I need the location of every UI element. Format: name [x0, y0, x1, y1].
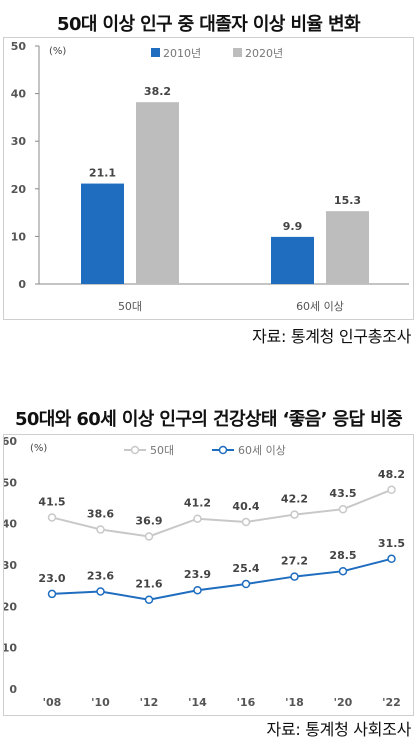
- x-tick-label: '22: [382, 696, 401, 709]
- data-label: 42.2: [281, 493, 308, 506]
- data-label: 43.5: [329, 487, 356, 500]
- chart2-source: 자료: 통계청 사회조사: [266, 720, 412, 739]
- chart1-source: 자료: 통계청 인구총조사: [252, 327, 411, 346]
- x-tick-label: '16: [237, 696, 256, 709]
- data-label: 28.5: [329, 549, 356, 562]
- chart1-bar-chart: 0 10 20 30 40 50 (%) 2010년 2020년 21.1 38.2 50대 9.9 15…: [11, 40, 409, 313]
- y-tick-label: 50: [4, 476, 17, 489]
- data-label: 38.2: [144, 85, 171, 98]
- data-point: [47, 513, 57, 522]
- data-point: [193, 585, 202, 595]
- x-tick-label: '20: [334, 696, 353, 709]
- x-tick-label: '18: [285, 696, 304, 709]
- x-tick-label: '10: [91, 696, 110, 709]
- series-line: [51, 557, 392, 601]
- data-label: 40.4: [232, 500, 259, 513]
- y-tick-label: 30: [4, 559, 17, 572]
- bar: [81, 183, 124, 284]
- data-point: [241, 579, 251, 589]
- data-label: 38.6: [87, 507, 114, 520]
- chart2-title: 50대와 60세 이상 인구의 건강상태 ‘좋음’ 응답 비중: [14, 409, 403, 430]
- chart1-title: 50대 이상 인구 중 대졸자 이상 비율 변화: [57, 14, 361, 35]
- data-point: [290, 510, 299, 519]
- unit-label: (%): [30, 443, 47, 454]
- y-tick-label: 30: [11, 135, 27, 148]
- chart2-line-chart: 0 10 20 30 40 50 60 (%) '08 '10 '12 '14 '16 '18 '20 '22…: [2, 435, 405, 709]
- y-tick-label: 40: [11, 88, 27, 101]
- legend-label: 2020년: [245, 47, 283, 60]
- data-point: [387, 554, 396, 564]
- data-label: 23.9: [184, 568, 211, 581]
- chart1-frame: 0 10 20 30 40 50 (%) 2010년 2020년 21.1 38.2 50대 9.9 15…: [3, 37, 414, 320]
- data-label: 23.6: [87, 569, 114, 582]
- y-tick-label: 20: [4, 600, 17, 613]
- y-tick-label: 50: [11, 40, 27, 53]
- bar: [271, 236, 314, 284]
- data-point: [338, 566, 348, 576]
- data-label: 27.2: [281, 555, 308, 568]
- chart2-frame: 0 10 20 30 40 50 60 (%) '08 '10 '12 '14 '16 '18 '20 '22…: [2, 434, 414, 716]
- data-label: 48.2: [378, 468, 405, 481]
- legend-swatch: [233, 48, 242, 57]
- data-point: [290, 572, 299, 581]
- data-label: 36.9: [135, 514, 162, 527]
- y-tick-label: 0: [18, 278, 26, 291]
- y-tick-label: 20: [11, 183, 27, 196]
- bar: [136, 102, 179, 284]
- x-tick-label: '12: [140, 696, 159, 709]
- bar: [326, 211, 369, 284]
- y-tick-label: 10: [11, 230, 27, 243]
- data-label: 15.3: [334, 194, 361, 207]
- data-label: 25.4: [232, 562, 259, 575]
- data-label: 9.9: [283, 220, 303, 233]
- category-label: 50대: [118, 300, 142, 313]
- legend-label: 2010년: [163, 47, 201, 60]
- data-point: [144, 532, 154, 541]
- data-point: [387, 485, 396, 495]
- x-tick-label: '14: [188, 696, 207, 709]
- data-point: [193, 514, 202, 523]
- y-tick-label: 40: [4, 518, 17, 531]
- data-label: 31.5: [378, 537, 405, 550]
- legend-marker: [218, 445, 228, 455]
- category-label: 60세 이상: [296, 300, 344, 313]
- data-label: 23.0: [38, 572, 65, 585]
- data-label: 41.2: [184, 497, 211, 510]
- data-label: 21.6: [135, 578, 162, 591]
- y-tick-label: 0: [9, 683, 17, 696]
- data-point: [241, 517, 251, 527]
- x-tick-label: '08: [43, 696, 62, 709]
- data-point: [96, 587, 105, 596]
- data-label: 21.1: [89, 167, 116, 180]
- y-tick-label: 60: [4, 435, 17, 448]
- legend-swatch: [151, 48, 160, 57]
- data-point: [338, 504, 348, 514]
- data-point: [144, 595, 154, 604]
- series-line: [51, 488, 392, 538]
- data-label: 41.5: [38, 495, 65, 508]
- legend-marker: [130, 445, 140, 455]
- data-point: [96, 525, 105, 534]
- y-tick-label: 10: [4, 642, 17, 655]
- data-point: [47, 589, 57, 599]
- legend-label: 50대: [150, 444, 174, 457]
- legend-label: 60세 이상: [238, 444, 286, 457]
- unit-label: (%): [49, 46, 66, 57]
